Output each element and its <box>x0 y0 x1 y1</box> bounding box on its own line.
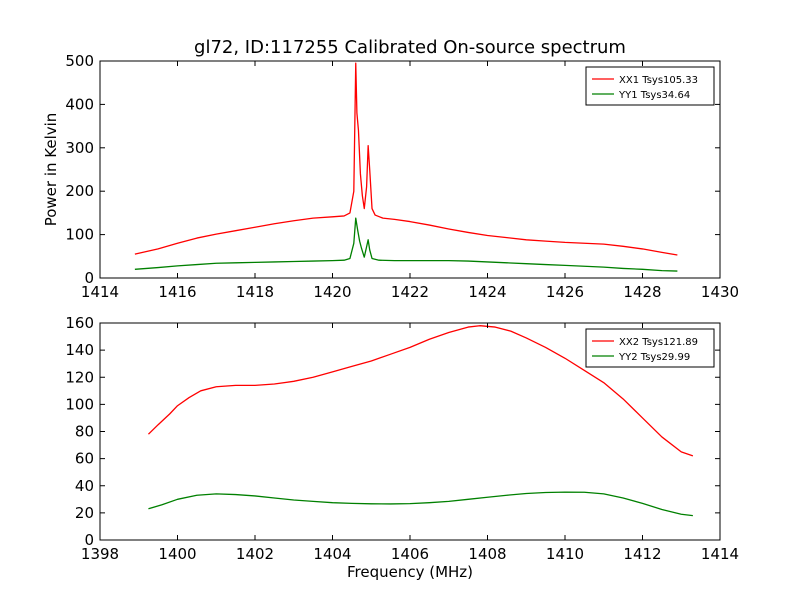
x-tick-label: 1402 <box>236 545 274 563</box>
x-tick-label: 1414 <box>81 283 119 301</box>
x-tick-label: 1398 <box>81 545 119 563</box>
y-tick-label: 60 <box>75 450 94 468</box>
x-tick-label: 1414 <box>701 545 739 563</box>
legend: XX2 Tsys121.89 YY2 Tsys29.99 <box>585 328 715 368</box>
y-tick-label: 80 <box>75 423 94 441</box>
x-tick-label: 1426 <box>546 283 584 301</box>
legend-entry: YY2 Tsys29.99 <box>618 352 690 363</box>
x-tick-label: 1428 <box>623 283 661 301</box>
legend-box <box>585 66 715 106</box>
series-line-2 <box>148 491 693 517</box>
y-axis-label: Power in Kelvin <box>42 113 60 227</box>
series-line-1 <box>134 62 678 256</box>
y-tick-label: 120 <box>65 368 94 386</box>
y-tick-label: 400 <box>65 95 94 113</box>
x-axis-label: Frequency (MHz) <box>347 563 473 581</box>
x-tick-label: 1404 <box>313 545 351 563</box>
y-tick-label: 100 <box>65 226 94 244</box>
x-tick-label: 1412 <box>623 545 661 563</box>
series-line-1 <box>147 325 694 457</box>
x-tick-label: 1400 <box>158 545 196 563</box>
y-tick-label: 0 <box>84 531 94 549</box>
x-tick-label: 1424 <box>468 283 506 301</box>
x-tick-label: 1406 <box>391 545 429 563</box>
legend: XX1 Tsys105.33 YY1 Tsys34.64 <box>585 66 715 106</box>
x-tick-label: 1422 <box>391 283 429 301</box>
y-tick-label: 100 <box>65 395 94 413</box>
y-tick-label: 40 <box>75 477 94 495</box>
legend-entry: XX1 Tsys105.33 <box>619 75 698 86</box>
x-tick-label: 1410 <box>546 545 584 563</box>
x-tick-label: 1420 <box>313 283 351 301</box>
y-tick-label: 160 <box>65 314 94 332</box>
y-tick-label: 0 <box>84 269 94 287</box>
legend-box <box>585 328 715 368</box>
y-tick-label: 300 <box>65 139 94 157</box>
chart-title: gl72, ID:117255 Calibrated On-source spe… <box>194 37 626 58</box>
x-tick-label: 1430 <box>701 283 739 301</box>
x-tick-label: 1408 <box>468 545 506 563</box>
y-tick-label: 20 <box>75 504 94 522</box>
y-tick-label: 200 <box>65 182 94 200</box>
y-tick-label: 500 <box>65 52 94 70</box>
x-tick-label: 1418 <box>236 283 274 301</box>
y-tick-label: 140 <box>65 341 94 359</box>
legend-entry: XX2 Tsys121.89 <box>619 337 698 348</box>
top-plot: 1414 1416 1418 1420 1422 1424 1426 1428 1430 0 100… <box>42 52 739 301</box>
series-line-2 <box>134 217 678 272</box>
legend-entry: YY1 Tsys34.64 <box>618 90 690 101</box>
x-tick-label: 1416 <box>158 283 196 301</box>
bottom-plot: 1398 1400 1402 1404 1406 1408 1410 1412 1414 0 20 4… <box>65 314 739 581</box>
